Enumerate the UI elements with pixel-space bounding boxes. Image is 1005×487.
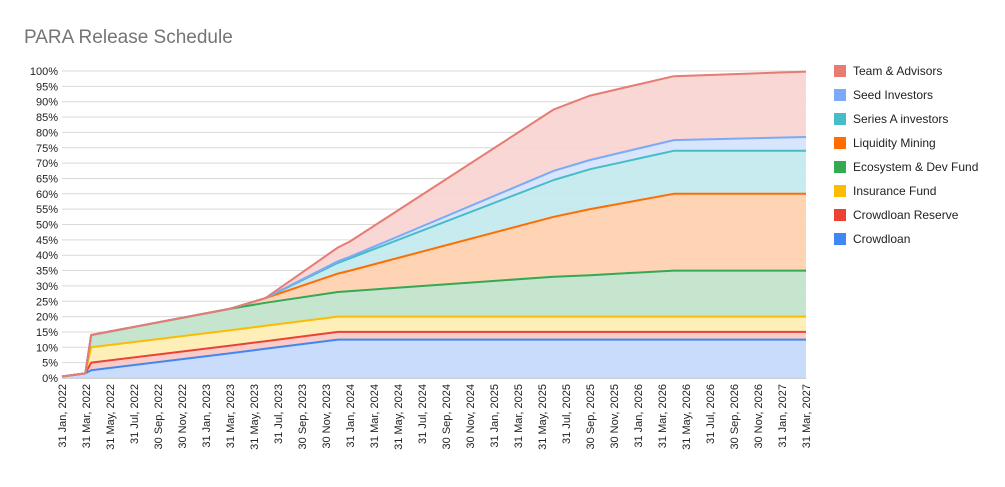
- x-tick-label: 31 May, 2025: [537, 384, 549, 450]
- legend-label: Team & Advisors: [853, 64, 942, 78]
- x-tick-label: 30 Sep, 2026: [729, 384, 741, 449]
- y-tick-label: 5%: [42, 358, 58, 370]
- y-axis: 0% 5% 10% 15% 20% 25% 30% 35% 40% 45% 50% 55% 60% 65%…: [30, 66, 58, 385]
- legend-label: Seed Investors: [853, 88, 933, 102]
- y-tick-label: 90%: [36, 97, 58, 109]
- x-tick-label: 30 Nov, 2025: [609, 384, 621, 449]
- legend-label: Liquidity Mining: [853, 136, 936, 150]
- y-tick-label: 0%: [42, 373, 58, 385]
- y-tick-label: 55%: [36, 204, 58, 216]
- x-tick-label: 31 May, 2022: [105, 384, 117, 450]
- x-tick-label: 31 May, 2023: [249, 384, 261, 450]
- line-crowdloan: [61, 338, 806, 378]
- x-tick-label: 30 Sep, 2023: [297, 384, 309, 449]
- x-tick-label: 31 Mar, 2027: [801, 384, 813, 448]
- x-tick-label: 31 Jan, 2024: [345, 384, 357, 448]
- legend-swatch: [834, 65, 846, 77]
- y-tick-label: 45%: [36, 235, 58, 247]
- legend-swatch: [834, 185, 846, 197]
- y-tick-label: 30%: [36, 281, 58, 293]
- x-tick-label: 31 Jan, 2027: [777, 384, 789, 448]
- y-tick-label: 35%: [36, 266, 58, 278]
- legend-label: Series A investors: [853, 112, 948, 126]
- x-tick-label: 31 Jul, 2026: [705, 384, 717, 444]
- y-tick-label: 50%: [36, 220, 58, 232]
- y-tick-label: 15%: [36, 327, 58, 339]
- legend-label: Crowdloan: [853, 232, 910, 246]
- x-tick-label: 30 Nov, 2022: [177, 384, 189, 449]
- x-tick-label: 30 Nov, 2026: [753, 384, 765, 449]
- legend-label: Ecosystem & Dev Fund: [853, 160, 978, 174]
- x-axis: 31 Jan, 2022 31 Mar, 2022 31 May, 2022 31 J…: [57, 384, 813, 450]
- x-tick-label: 31 Jul, 2022: [129, 384, 141, 444]
- y-tick-label: 100%: [30, 66, 58, 78]
- x-tick-label: 31 May, 2024: [393, 384, 405, 450]
- x-tick-label: 30 Sep, 2025: [585, 384, 597, 449]
- line-insurance-fund: [61, 315, 806, 378]
- area-ecosystem-dev-fund: [62, 270, 806, 377]
- x-tick-label: 31 Jul, 2025: [561, 384, 573, 444]
- y-tick-label: 75%: [36, 143, 58, 155]
- x-tick-label: 30 Sep, 2024: [441, 384, 453, 449]
- x-tick-label: 31 Jan, 2022: [57, 384, 69, 448]
- legend-swatch: [834, 209, 846, 221]
- y-tick-label: 60%: [36, 189, 58, 201]
- x-tick-label: 31 Mar, 2024: [369, 384, 381, 448]
- y-tick-label: 70%: [36, 158, 58, 170]
- y-tick-label: 85%: [36, 112, 58, 124]
- line-crowdloan-reserve: [61, 330, 806, 378]
- chart-title: PARA Release Schedule: [24, 27, 233, 48]
- y-tick-label: 65%: [36, 173, 58, 185]
- area-team-advisors: [62, 71, 806, 377]
- x-tick-label: 31 Jan, 2025: [489, 384, 501, 448]
- y-tick-label: 20%: [36, 312, 58, 324]
- x-tick-label: 31 Mar, 2026: [657, 384, 669, 448]
- area-crowdloan-reserve: [62, 331, 806, 377]
- x-tick-label: 31 Mar, 2022: [81, 384, 93, 448]
- x-tick-label: 30 Nov, 2023: [321, 384, 333, 449]
- x-tick-label: 30 Sep, 2022: [153, 384, 165, 449]
- y-tick-label: 80%: [36, 127, 58, 139]
- line-layer: [61, 70, 807, 378]
- y-tick-label: 25%: [36, 296, 58, 308]
- legend-label: Insurance Fund: [853, 184, 936, 198]
- x-tick-label: 31 Jan, 2026: [633, 384, 645, 448]
- x-tick-label: 31 Jan, 2023: [201, 384, 213, 448]
- x-tick-label: 31 May, 2026: [681, 384, 693, 450]
- legend-swatch: [834, 137, 846, 149]
- y-tick-label: 40%: [36, 250, 58, 262]
- line-team-advisors: [61, 70, 807, 378]
- area-series-a-investors: [62, 150, 806, 377]
- x-tick-label: 31 Jul, 2023: [273, 384, 285, 444]
- legend-swatch: [834, 161, 846, 173]
- y-tick-label: 10%: [36, 342, 58, 354]
- legend-swatch: [834, 89, 846, 101]
- area-crowdloan: [62, 339, 806, 378]
- x-tick-label: 31 Jul, 2024: [417, 384, 429, 444]
- x-tick-label: 30 Nov, 2024: [465, 384, 477, 449]
- y-tick-label: 95%: [36, 81, 58, 93]
- x-tick-label: 31 Mar, 2025: [513, 384, 525, 448]
- legend-label: Crowdloan Reserve: [853, 208, 959, 222]
- legend-swatch: [834, 233, 846, 245]
- x-tick-label: 31 Mar, 2023: [225, 384, 237, 448]
- legend: Team & Advisors Seed Investors Series A in…: [834, 64, 978, 246]
- legend-swatch: [834, 113, 846, 125]
